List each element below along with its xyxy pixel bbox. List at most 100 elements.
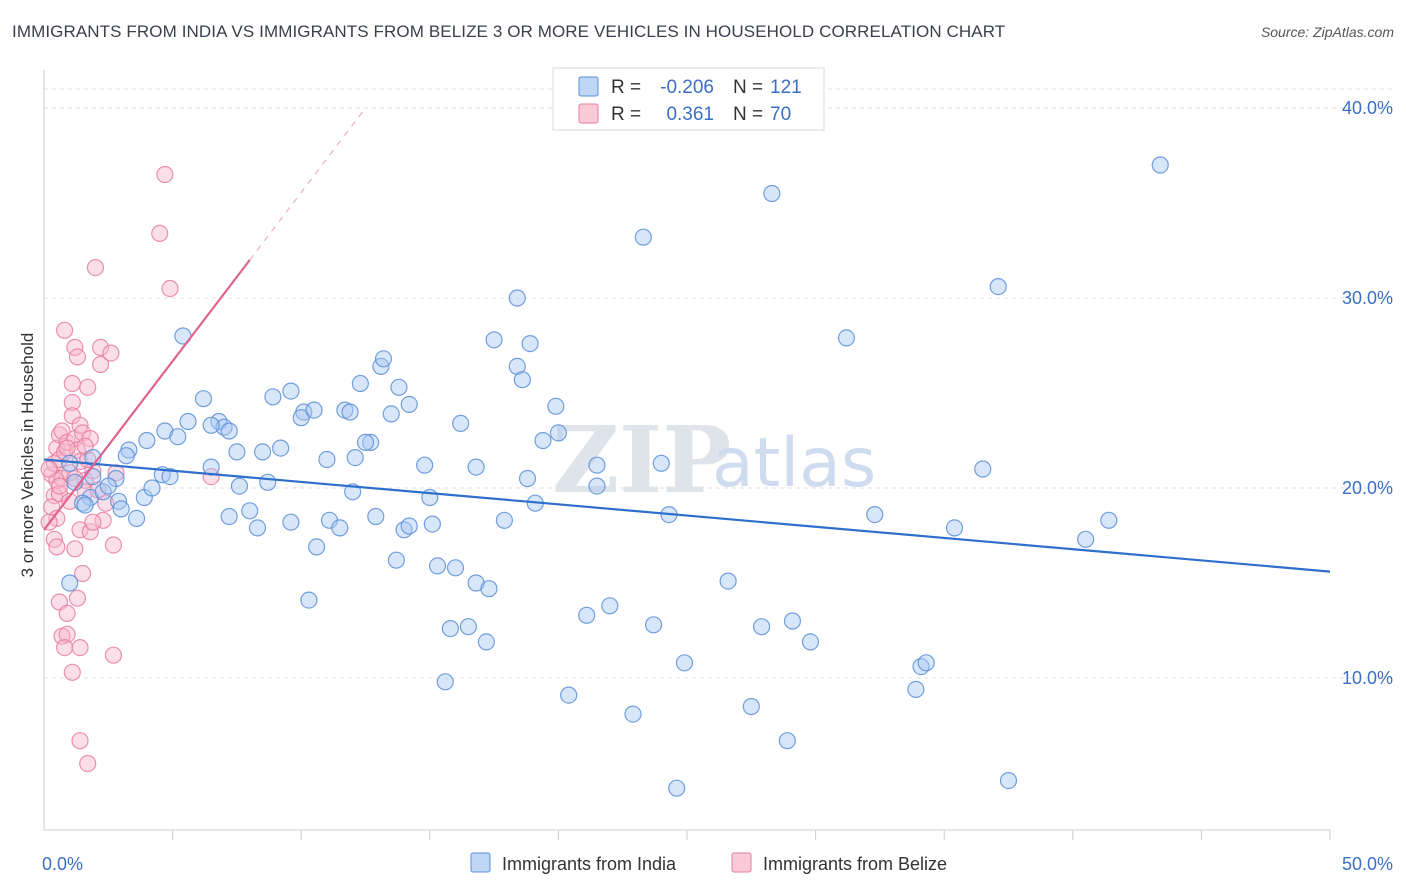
india-point-71 <box>485 331 503 349</box>
india-point-48 <box>351 374 369 393</box>
india-point-72 <box>477 633 495 651</box>
india-point-108 <box>974 460 992 478</box>
india-point-28 <box>230 477 249 495</box>
india-point-96 <box>742 697 760 716</box>
india-point-82 <box>549 424 568 442</box>
india-point-64 <box>436 673 454 691</box>
india-point-31 <box>248 519 267 537</box>
india-point-103 <box>866 505 884 524</box>
belize-point-55 <box>104 646 123 664</box>
india-point-65 <box>446 559 465 577</box>
belize-trend-extension <box>249 107 366 261</box>
india-point-46 <box>341 403 359 421</box>
india-point-29 <box>220 507 238 526</box>
india-point-32 <box>254 443 272 461</box>
india-point-107 <box>945 519 964 537</box>
belize-point-41 <box>151 224 169 242</box>
india-point-11 <box>112 500 130 518</box>
belize-point-29 <box>79 378 97 396</box>
belize-point-58 <box>71 638 89 657</box>
india-point-49 <box>362 433 380 451</box>
india-point-13 <box>138 431 156 450</box>
trend-lines <box>43 107 1331 573</box>
y-tick-labels: 10.0% 20.0% 30.0% 40.0% <box>1342 98 1393 688</box>
india-point-81 <box>547 397 565 415</box>
india-point-12 <box>127 509 146 528</box>
india-point-104 <box>907 680 925 699</box>
india-point-35 <box>272 439 290 457</box>
india-point-94 <box>675 654 694 672</box>
india-point-6 <box>61 574 79 592</box>
series-legend-swatch-india <box>470 852 491 873</box>
watermark-zip: ZIP <box>552 406 731 514</box>
legend-n-label-india: N = <box>733 77 763 98</box>
india-point-54 <box>382 405 400 423</box>
india-point-56 <box>400 395 418 413</box>
india-point-62 <box>428 557 447 575</box>
india-point-93 <box>668 779 686 797</box>
legend-n-value-india: 121 <box>770 77 802 98</box>
india-point-102 <box>837 329 856 347</box>
india-point-116 <box>161 468 179 486</box>
india-point-39 <box>305 401 323 419</box>
belize-point-34 <box>91 338 110 356</box>
india-point-80 <box>534 431 552 450</box>
legend-r-label-india: R = <box>611 77 641 98</box>
belize-point-57 <box>79 754 97 773</box>
watermark: ZIP atlas <box>552 406 876 514</box>
india-point-34 <box>282 382 300 400</box>
india-point-38 <box>292 409 310 427</box>
belize-point-56 <box>71 732 89 750</box>
belize-point-50 <box>71 521 89 539</box>
series-legend-label-india: Immigrants from India <box>502 854 677 874</box>
belize-point-46 <box>55 638 74 657</box>
india-point-26 <box>220 422 238 440</box>
india-point-97 <box>752 618 771 636</box>
india-point-99 <box>778 732 796 750</box>
belize-point-38 <box>94 511 112 529</box>
india-point-74 <box>508 289 526 307</box>
belize-point-47 <box>63 663 81 681</box>
india-point-63 <box>441 619 459 638</box>
india-point-36 <box>282 513 300 531</box>
india-point-66 <box>452 414 470 432</box>
india-point-50 <box>356 433 375 451</box>
legend-n-label-belize: N = <box>733 104 763 125</box>
india-point-15 <box>143 479 161 497</box>
chart-source: Source: ZipAtlas.com <box>1260 24 1394 40</box>
india-point-113 <box>1151 156 1169 174</box>
india-point-84 <box>578 606 596 624</box>
series-legend-label-belize: Immigrants from Belize <box>763 854 947 874</box>
india-point-100 <box>783 612 802 630</box>
india-point-120 <box>99 477 117 495</box>
belize-point-62 <box>40 460 58 478</box>
india-point-57 <box>387 551 405 569</box>
belize-point-69 <box>50 477 69 495</box>
belize-point-59 <box>58 604 76 623</box>
chart-title: IMMIGRANTS FROM INDIA VS IMMIGRANTS FROM… <box>12 22 1006 41</box>
belize-point-36 <box>102 344 120 362</box>
belize-point-18 <box>63 393 81 412</box>
india-point-98 <box>763 184 781 203</box>
india-point-95 <box>719 572 737 590</box>
india-point-41 <box>308 538 326 556</box>
belize-point-9 <box>48 538 66 556</box>
legend-swatch-belize <box>578 103 599 124</box>
india-point-109 <box>989 278 1007 296</box>
india-point-68 <box>467 458 485 476</box>
india-point-75 <box>508 357 526 375</box>
india-point-112 <box>1100 511 1118 529</box>
x-ticks: 0.0% 50.0% <box>42 830 1393 874</box>
belize-point-35 <box>91 355 110 374</box>
grid-lines <box>44 88 1392 679</box>
belize-point-49 <box>73 564 92 583</box>
india-point-86 <box>588 477 606 495</box>
india-point-106 <box>917 654 935 672</box>
legend-r-value-belize: 0.361 <box>666 104 714 125</box>
india-point-52 <box>367 507 385 526</box>
india-point-19 <box>169 428 187 446</box>
india-point-40 <box>300 591 318 609</box>
india-point-88 <box>624 705 642 723</box>
belize-point-21 <box>63 374 81 393</box>
